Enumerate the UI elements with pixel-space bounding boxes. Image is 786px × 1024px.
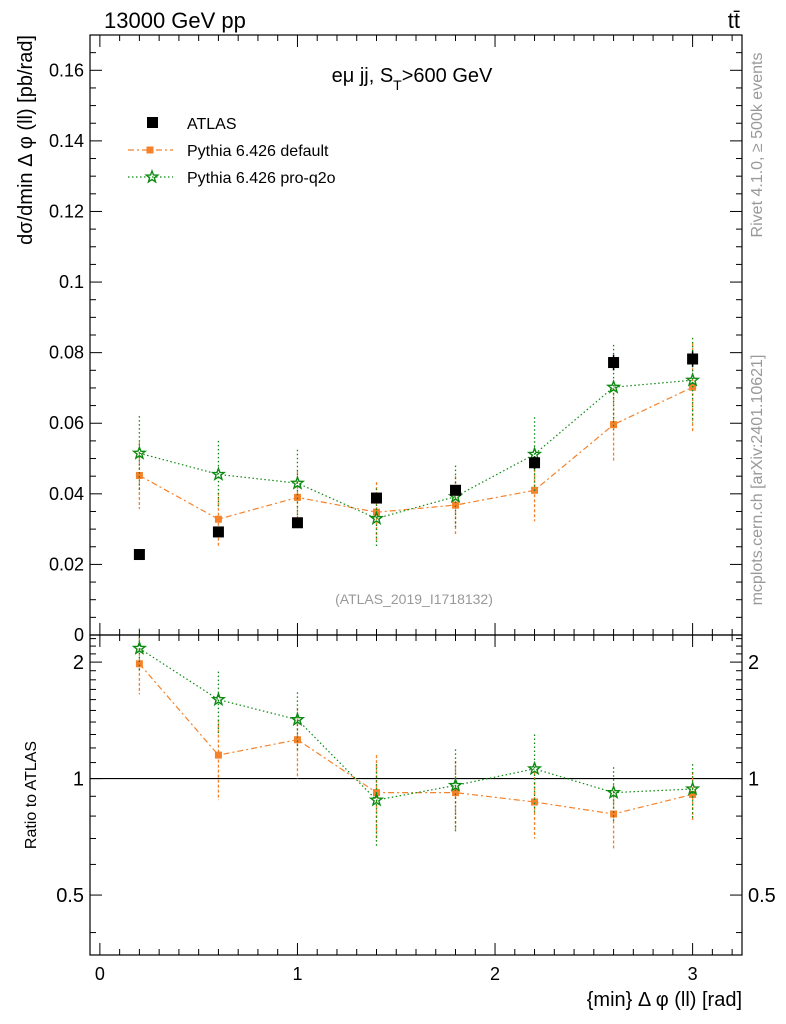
ratio-panel-frame — [89, 634, 743, 956]
y-tick-label: 0.1 — [59, 272, 84, 292]
mcplots-label: mcplots.cern.ch [arXiv:2401.10621] — [749, 355, 766, 606]
main-point-atlas — [291, 517, 303, 529]
x-axis-title: {min} Δ φ (ll) [rad] — [587, 989, 742, 1011]
main-point-atlas — [687, 353, 699, 365]
analysis-label: (ATLAS_2019_I1718132) — [335, 591, 493, 607]
ratio-series-layer — [131, 628, 701, 849]
legend-label-pro: Pythia 6.426 pro-q2o — [187, 170, 336, 187]
ratio-tick-label: 0.5 — [56, 885, 84, 907]
main-point-atlas — [370, 492, 382, 504]
y-tick-label: 0 — [74, 625, 84, 645]
ratio-point-pro — [289, 711, 306, 727]
main-point-atlas — [133, 549, 145, 561]
ratio-line-pro — [139, 647, 693, 801]
ratio-point-default — [135, 660, 143, 668]
ratio-point-pro — [131, 640, 148, 655]
plot-title-rest: >600 GeV — [402, 65, 493, 87]
y-tick-label: 0.14 — [49, 131, 84, 151]
main-series-layer — [131, 337, 701, 561]
legend-label-atlas: ATLAS — [187, 116, 237, 133]
main-point-pro — [289, 475, 306, 490]
main-line-default — [139, 386, 693, 520]
legend-marker-atlas — [147, 117, 158, 128]
ratio-point-default — [293, 736, 301, 744]
y-tick-label: 0.12 — [49, 201, 84, 221]
y-tick-label: 0.08 — [49, 343, 84, 363]
main-point-default — [293, 493, 301, 501]
process-label: tt̄ — [728, 8, 740, 33]
main-point-default — [214, 515, 222, 523]
ratio-line-default — [138, 663, 693, 815]
ratio-point-pro — [526, 760, 543, 776]
y-tick-label: 0.06 — [49, 413, 84, 433]
ratio-point-default — [531, 798, 539, 806]
ratio-tick-label-right: 1 — [748, 769, 759, 791]
ratio-point-pro — [447, 777, 464, 792]
legend: ATLAS Pythia 6.426 default Pythia 6.426 … — [128, 116, 336, 187]
plot-title-main: eμ jj, S — [332, 65, 394, 87]
y-tick-label: 0.16 — [49, 60, 84, 80]
energy-label: 13000 GeV pp — [104, 8, 246, 33]
main-point-pro — [368, 510, 385, 526]
y-tick-label: 0.04 — [49, 484, 84, 504]
ratio-point-pro — [684, 780, 701, 796]
ratio-tick-label: 2 — [73, 652, 84, 674]
ratio-point-pro — [605, 784, 622, 800]
ratio-point-default — [214, 751, 222, 759]
x-tick-label: 3 — [688, 964, 698, 984]
main-point-pro — [131, 445, 148, 460]
legend-label-default: Pythia 6.426 default — [187, 143, 329, 160]
main-point-pro — [605, 379, 622, 394]
ratio-tick-label-right: 2 — [748, 652, 759, 674]
main-point-pro — [684, 372, 701, 387]
x-tick-label: 2 — [490, 964, 500, 984]
x-tick-label: 1 — [292, 964, 302, 984]
y-tick-label: 0.02 — [49, 554, 84, 574]
main-line-pro — [139, 379, 693, 520]
ratio-point-pro — [368, 792, 385, 807]
main-point-pro — [210, 466, 227, 481]
axis-ticks: 0 1 2 3 0 0.02 0.04 0.06 0.08 0.1 0.12 0.14 0.16 0.5 0… — [49, 34, 776, 984]
main-point-default — [135, 471, 143, 479]
main-point-default — [610, 421, 618, 429]
y-axis-title: dσ/dmin Δ φ (ll) [pb/rad] — [15, 35, 37, 245]
ratio-tick-label: 1 — [73, 769, 84, 791]
main-point-atlas — [608, 357, 620, 369]
main-point-default — [452, 501, 460, 509]
legend-marker-pro — [144, 168, 160, 184]
main-point-atlas — [529, 457, 541, 469]
legend-marker-default — [146, 146, 154, 154]
main-point-atlas — [212, 526, 224, 538]
ratio-point-default — [452, 789, 460, 797]
ratio-y-axis-title: Ratio to ATLAS — [23, 741, 40, 849]
plot-title: eμ jj, ST>600 GeV — [332, 65, 493, 93]
x-tick-label: 0 — [95, 964, 105, 984]
ratio-point-pro — [210, 691, 227, 707]
plot-title-sub: T — [393, 77, 402, 93]
main-point-atlas — [450, 484, 462, 496]
rivet-label: Rivet 4.1.0, ≥ 500k events — [749, 53, 766, 238]
ratio-tick-label-right: 0.5 — [748, 885, 776, 907]
ratio-point-default — [610, 810, 618, 818]
ratio-point-default — [689, 790, 697, 798]
